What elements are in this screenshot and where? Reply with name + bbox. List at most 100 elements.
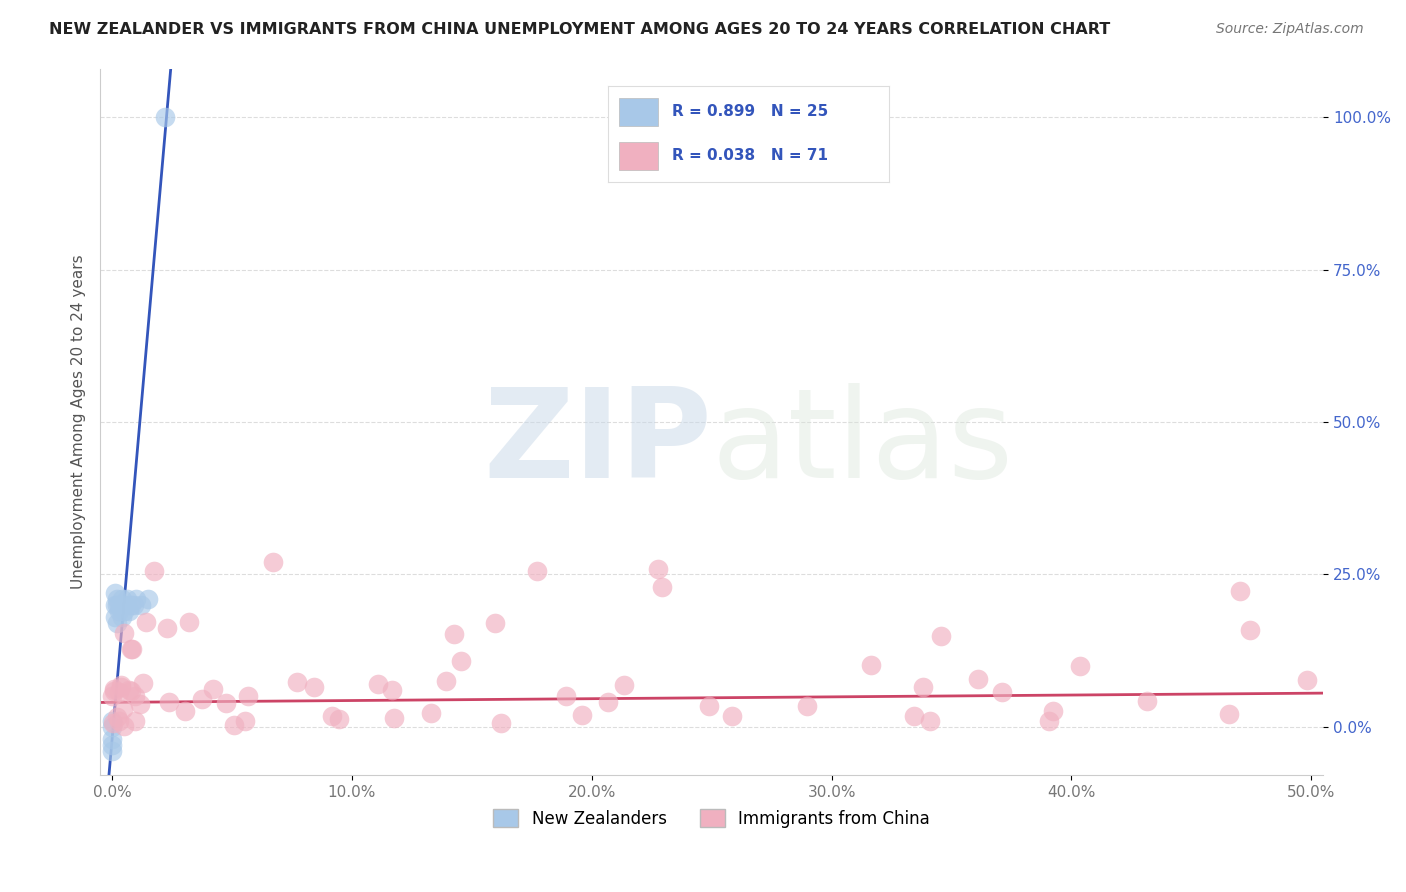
Point	[647, 562, 669, 576]
Point	[115, 591, 138, 606]
Point	[382, 711, 405, 725]
Point	[215, 696, 238, 710]
Point	[112, 604, 135, 618]
Point	[124, 714, 146, 728]
Point	[101, 716, 124, 731]
Point	[443, 627, 465, 641]
Point	[101, 738, 124, 752]
Point	[912, 680, 935, 694]
Point	[381, 682, 404, 697]
Point	[122, 598, 145, 612]
Point	[1295, 673, 1317, 687]
Text: NEW ZEALANDER VS IMMIGRANTS FROM CHINA UNEMPLOYMENT AMONG AGES 20 TO 24 YEARS CO: NEW ZEALANDER VS IMMIGRANTS FROM CHINA U…	[49, 22, 1111, 37]
Point	[120, 641, 142, 656]
Point	[101, 714, 124, 728]
Point	[285, 675, 308, 690]
Point	[111, 610, 134, 624]
Point	[918, 714, 941, 729]
Point	[136, 591, 159, 606]
Point	[103, 610, 125, 624]
Point	[121, 642, 143, 657]
Point	[101, 720, 124, 734]
Point	[967, 673, 990, 687]
Point	[1038, 714, 1060, 728]
Point	[302, 681, 325, 695]
Point	[159, 695, 181, 709]
Legend: New Zealanders, Immigrants from China: New Zealanders, Immigrants from China	[486, 803, 936, 834]
Point	[929, 629, 952, 643]
Point	[436, 674, 458, 689]
Point	[108, 598, 131, 612]
Point	[124, 689, 146, 703]
Point	[720, 709, 742, 723]
Point	[105, 616, 128, 631]
Point	[419, 706, 441, 720]
Point	[120, 598, 142, 612]
Point	[1218, 707, 1240, 722]
Point	[112, 719, 135, 733]
Point	[1069, 658, 1091, 673]
Point	[112, 598, 135, 612]
Point	[103, 684, 125, 698]
Point	[108, 604, 131, 618]
Point	[103, 585, 125, 599]
Text: Source: ZipAtlas.com: Source: ZipAtlas.com	[1216, 22, 1364, 37]
Point	[132, 676, 155, 690]
Point	[526, 564, 548, 578]
Point	[173, 705, 195, 719]
Point	[367, 677, 389, 691]
Point	[233, 714, 256, 729]
Point	[903, 708, 925, 723]
Point	[111, 591, 134, 606]
Point	[108, 685, 131, 699]
Point	[177, 615, 200, 629]
Point	[489, 716, 512, 731]
Point	[191, 692, 214, 706]
Point	[484, 615, 506, 630]
Point	[236, 689, 259, 703]
Point	[103, 598, 125, 612]
Point	[796, 698, 818, 713]
Point	[571, 707, 593, 722]
Point	[101, 731, 124, 746]
Point	[135, 615, 157, 629]
Point	[153, 110, 176, 124]
Point	[105, 591, 128, 606]
Point	[1042, 704, 1064, 718]
Point	[1229, 583, 1251, 598]
Point	[110, 680, 132, 694]
Point	[1239, 624, 1261, 638]
Point	[118, 604, 141, 618]
Point	[129, 598, 152, 612]
Point	[108, 714, 131, 728]
Point	[859, 658, 882, 673]
Point	[125, 591, 148, 606]
Point	[450, 654, 472, 668]
Point	[651, 580, 673, 594]
Point	[110, 678, 132, 692]
Point	[118, 682, 141, 697]
Point	[105, 710, 128, 724]
Point	[328, 712, 350, 726]
Point	[613, 678, 636, 692]
Point	[112, 626, 135, 640]
Point	[201, 682, 224, 697]
Point	[554, 689, 576, 703]
Point	[105, 598, 128, 612]
Point	[101, 690, 124, 704]
Point	[222, 718, 245, 732]
Point	[262, 555, 284, 569]
Point	[101, 744, 124, 758]
Point	[143, 564, 166, 578]
Point	[697, 699, 720, 714]
Point	[596, 695, 619, 709]
Text: atlas: atlas	[711, 383, 1014, 504]
Point	[321, 708, 343, 723]
Point	[128, 697, 150, 711]
Point	[1136, 694, 1159, 708]
Point	[120, 684, 142, 698]
Y-axis label: Unemployment Among Ages 20 to 24 years: Unemployment Among Ages 20 to 24 years	[72, 255, 86, 590]
Point	[103, 682, 125, 697]
Point	[991, 685, 1014, 699]
Point	[111, 702, 134, 716]
